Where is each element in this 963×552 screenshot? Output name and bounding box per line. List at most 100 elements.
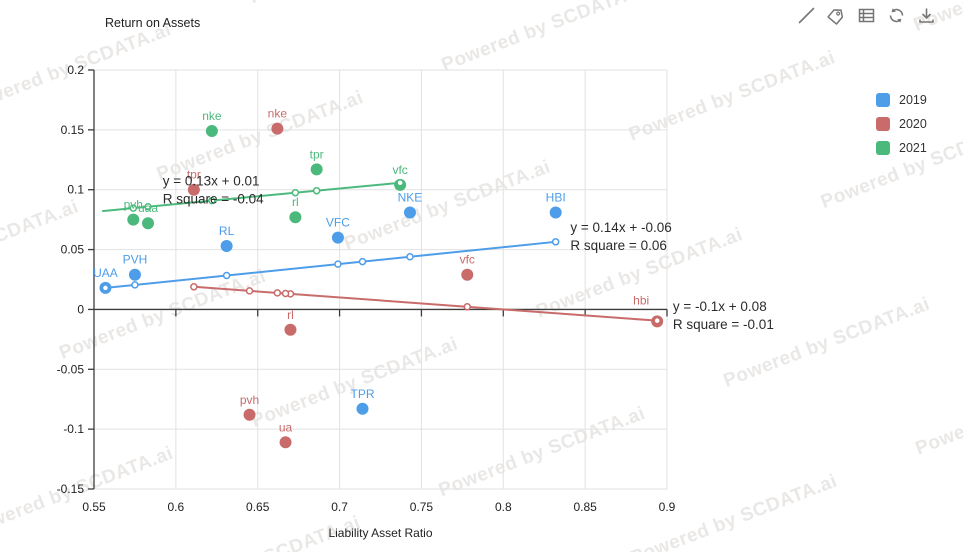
- point-label-2019-TPR: TPR: [350, 387, 374, 401]
- y-tick-label-0.2: 0.2: [67, 63, 84, 77]
- point-label-2019-RL: RL: [219, 224, 235, 238]
- equation-2021: y = 0.13x + 0.01: [163, 174, 260, 189]
- chart-title: Return on Assets: [105, 16, 201, 30]
- point-label-2020-vfc: vfc: [460, 253, 475, 267]
- chart-toolbar: [796, 5, 937, 26]
- trend-marker-2021-uaa: [144, 202, 152, 211]
- point-label-2021-rl: rl: [292, 195, 299, 209]
- download-icon[interactable]: [916, 5, 937, 26]
- x-tick-label-0.65: 0.65: [246, 500, 270, 514]
- point-label-2020-pvh: pvh: [240, 393, 259, 407]
- trend-marker-2020-hbi: [653, 316, 661, 325]
- point-2021-uaa[interactable]: [142, 217, 155, 230]
- point-label-2020-ua: ua: [279, 420, 293, 434]
- tag-icon[interactable]: [826, 5, 847, 26]
- point-2019-TPR[interactable]: [356, 402, 369, 415]
- x-tick-label-0.85: 0.85: [573, 500, 597, 514]
- legend-label: 2020: [899, 116, 927, 131]
- point-label-2019-UAA: UAA: [93, 266, 118, 280]
- trend-marker-2019-VFC: [334, 260, 342, 268]
- trend-marker-2021-nke: [208, 196, 216, 205]
- x-tick-label-0.7: 0.7: [331, 500, 348, 514]
- point-2020-tpr[interactable]: [187, 183, 200, 196]
- point-2021-nke[interactable]: [205, 125, 218, 138]
- point-2021-tpr[interactable]: [310, 163, 323, 176]
- point-label-2019-VFC: VFC: [326, 216, 350, 230]
- y-tick-label--0.15: -0.15: [57, 482, 85, 496]
- legend-swatch-2021: [876, 140, 890, 155]
- trend-marker-2019-NKE: [406, 252, 414, 261]
- point-label-2021-vfc: vfc: [392, 163, 407, 177]
- point-label-2020-nke: nke: [268, 107, 288, 121]
- point-label-2019-HBI: HBI: [546, 190, 566, 204]
- point-label-2021-tpr: tpr: [310, 147, 324, 161]
- point-label-2021-uaa: uaa: [138, 201, 158, 215]
- trend-marker-2019-RL: [222, 271, 231, 280]
- trend-line-2021: [102, 181, 401, 213]
- point-label-2021-nke: nke: [202, 109, 222, 123]
- equation-2020: y = -0.1x + 0.08: [673, 299, 767, 314]
- point-2019-RL[interactable]: [220, 239, 233, 252]
- trend-marker-2020-ua: [281, 289, 290, 298]
- trend-marker-2021-rl: [291, 188, 300, 197]
- x-tick-label-0.8: 0.8: [495, 500, 512, 514]
- x-axis-title: Liability Asset Ratio: [328, 526, 432, 540]
- point-2021-pvh[interactable]: [127, 213, 140, 226]
- legend-item-2019[interactable]: 2019: [876, 92, 927, 107]
- trend-marker-2020-nke: [273, 289, 282, 297]
- legend-label: 2021: [899, 140, 927, 155]
- legend-item-2021[interactable]: 2021: [876, 140, 927, 155]
- point-2019-VFC[interactable]: [331, 231, 344, 244]
- point-label-2020-tpr: tpr: [187, 168, 201, 182]
- x-tick-label-0.55: 0.55: [82, 500, 106, 514]
- point-2021-rl[interactable]: [289, 211, 302, 224]
- equation-2019: y = 0.14x + -0.06: [570, 220, 671, 235]
- point-2019-PVH[interactable]: [128, 268, 141, 281]
- point-2020-nke[interactable]: [271, 122, 284, 135]
- y-tick-label-0.1: 0.1: [67, 183, 84, 197]
- trend-marker-2021-pvh: [129, 204, 138, 212]
- data-table-icon[interactable]: [856, 5, 877, 26]
- x-tick-label-0.6: 0.6: [168, 500, 185, 514]
- trend-marker-2021-tpr: [312, 186, 321, 195]
- trend-marker-2019-TPR: [358, 257, 367, 266]
- trend-marker-2020-tpr: [190, 283, 198, 291]
- y-tick-label-0.15: 0.15: [61, 123, 85, 137]
- trend-marker-2021-vfc: [396, 179, 404, 187]
- point-2020-rl[interactable]: [284, 323, 297, 336]
- refresh-icon[interactable]: [886, 5, 907, 26]
- point-2020-vfc[interactable]: [461, 268, 474, 281]
- trend-marker-2019-HBI: [551, 238, 560, 246]
- x-tick-label-0.9: 0.9: [659, 500, 676, 514]
- point-label-2019-PVH: PVH: [123, 253, 148, 267]
- trend-line-2020: [193, 285, 658, 322]
- point-2019-HBI[interactable]: [549, 206, 562, 219]
- legend-swatch-2019: [876, 92, 890, 107]
- r-square-2020: R square = -0.01: [673, 317, 774, 332]
- trend-line-2019: [105, 240, 556, 289]
- legend-label: 2019: [899, 92, 927, 107]
- point-label-2020-hbi: hbi: [633, 293, 649, 307]
- y-tick-label--0.1: -0.1: [63, 422, 84, 436]
- point-label-2021-pvh: pvh: [124, 198, 143, 212]
- legend-item-2020[interactable]: 2020: [876, 116, 927, 131]
- point-label-2019-NKE: NKE: [398, 190, 423, 204]
- r-square-2019: R square = 0.06: [570, 238, 666, 253]
- y-tick-label-0: 0: [77, 302, 84, 316]
- point-label-2020-rl: rl: [287, 308, 294, 322]
- r-square-2021: R square = -0.04: [163, 192, 264, 207]
- legend-swatch-2020: [876, 116, 890, 131]
- point-2020-ua[interactable]: [279, 436, 292, 449]
- point-2020-pvh[interactable]: [243, 408, 256, 421]
- x-tick-label-0.75: 0.75: [410, 500, 434, 514]
- trend-marker-2020-vfc: [463, 303, 472, 311]
- y-tick-label--0.05: -0.05: [57, 362, 85, 376]
- trend-marker-2019-PVH: [131, 281, 139, 289]
- chart-legend: 2019 2020 2021: [876, 92, 927, 164]
- trend-marker-2019-UAA: [101, 284, 110, 292]
- y-tick-label-0.05: 0.05: [61, 243, 85, 257]
- draw-line-icon[interactable]: [796, 5, 817, 26]
- point-2019-NKE[interactable]: [403, 206, 416, 219]
